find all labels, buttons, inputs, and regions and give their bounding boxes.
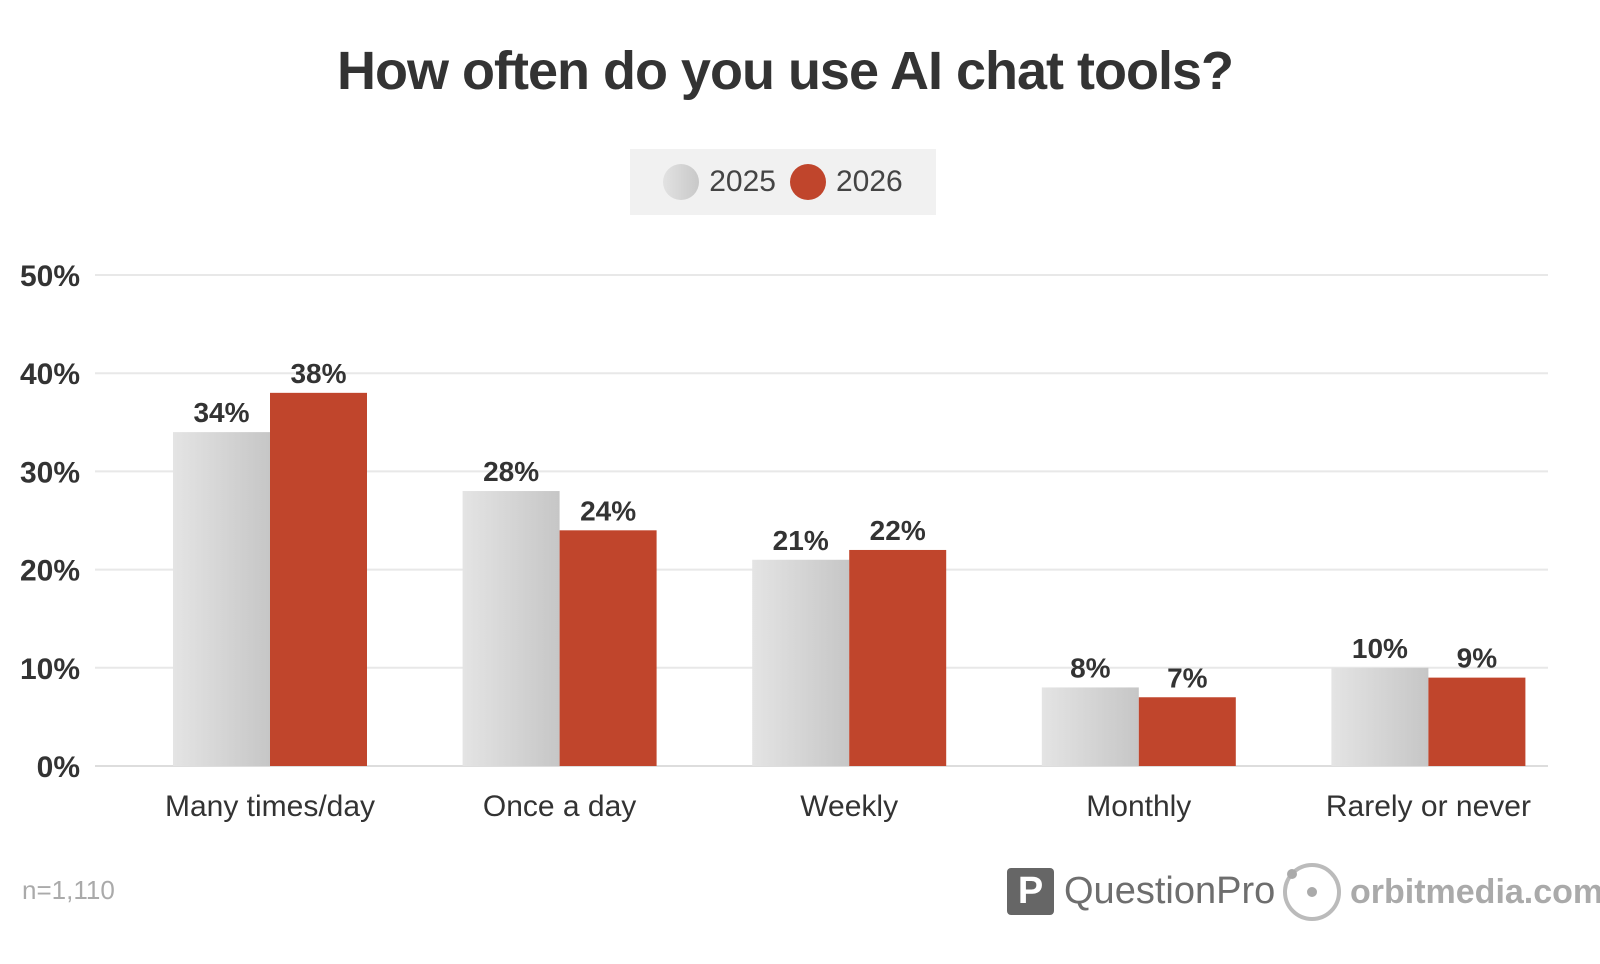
y-tick-label: 50% (20, 260, 80, 293)
sample-size: n=1,110 (22, 875, 115, 905)
bar-2026 (270, 392, 367, 766)
y-tick-label: 30% (20, 456, 80, 489)
x-tick-label: Weekly (800, 790, 898, 823)
y-tick-label: 40% (20, 358, 80, 391)
bar-2025 (462, 491, 560, 766)
legend-label: 2025 (709, 165, 776, 198)
data-label: 9% (1457, 643, 1498, 674)
y-tick-label: 0% (37, 751, 80, 784)
legend-swatch (790, 164, 826, 200)
bar-2026 (559, 530, 657, 766)
x-tick-label: Monthly (1086, 790, 1191, 823)
bar-2025 (1041, 687, 1139, 766)
questionpro-logo: P QuestionPro (1007, 868, 1275, 915)
bar-2026 (849, 549, 947, 766)
legend-item-2026: 2026 (790, 164, 903, 200)
data-label: 24% (580, 495, 636, 526)
x-tick-label: Many times/day (165, 790, 375, 823)
y-tick-label: 20% (20, 555, 80, 588)
data-label: 38% (290, 358, 346, 389)
chart-title: How often do you use AI chat tools? (337, 41, 1234, 101)
x-tick-label: Rarely or never (1326, 790, 1531, 823)
bar-2026 (1138, 697, 1236, 766)
bar-2025 (1331, 667, 1429, 766)
data-label: 8% (1070, 652, 1111, 683)
y-tick-label: 10% (20, 653, 80, 686)
data-label: 28% (483, 456, 539, 487)
data-label: 7% (1167, 662, 1208, 693)
x-tick-label: Once a day (483, 790, 636, 823)
bar-2026 (1428, 677, 1526, 766)
legend-swatch (663, 164, 700, 200)
legend-item-2025: 2025 (663, 164, 776, 200)
bar-2025 (173, 432, 270, 766)
data-label: 21% (773, 525, 829, 556)
bar-2025 (752, 559, 850, 766)
legend-label: 2026 (836, 165, 903, 198)
orbitmedia-logo: orbitmedia.com (1282, 862, 1600, 922)
data-label: 10% (1352, 633, 1408, 664)
data-label: 22% (870, 515, 926, 546)
legend: 2025 2026 (630, 149, 936, 215)
data-label: 34% (193, 397, 249, 428)
